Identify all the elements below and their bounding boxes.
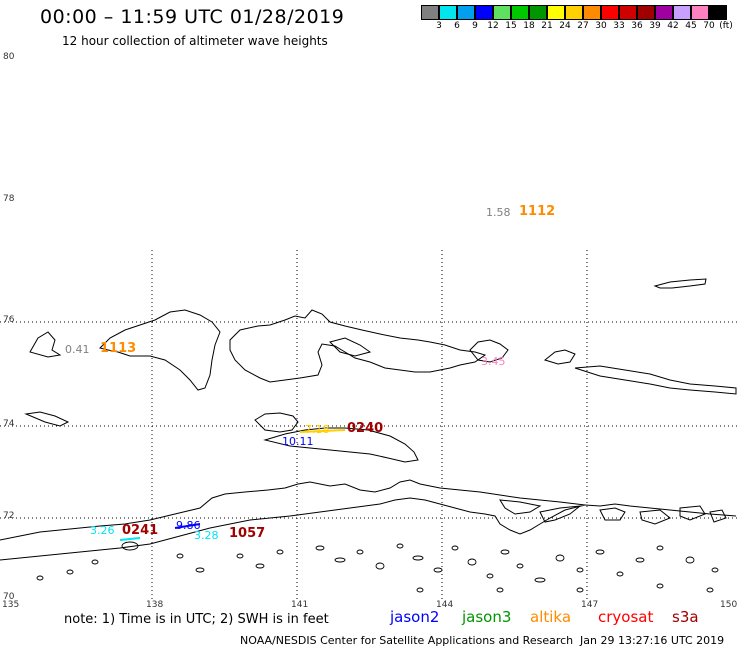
graticule	[0, 250, 740, 600]
scale-label: 15	[505, 21, 517, 31]
wave-height-label: 3.26	[90, 524, 115, 537]
lat-label: 72	[3, 511, 15, 521]
units-note: note: 1) Time is in UTC; 2) SWH is in fe…	[64, 612, 329, 627]
scale-swatch	[637, 5, 655, 20]
scale-swatch	[475, 5, 493, 20]
wave-height-label: 3.28	[194, 529, 219, 542]
scale-swatch	[565, 5, 583, 20]
legend-altika: altika	[530, 608, 572, 626]
coastline	[0, 278, 737, 561]
scale-label: 18	[523, 21, 535, 31]
altika-track	[299, 429, 346, 433]
wave-height-label: 3.45	[481, 355, 506, 368]
legend-jason3: jason3	[462, 608, 512, 626]
map-subtitle: 12 hour collection of altimeter wave hei…	[62, 34, 328, 48]
lon-label: 135	[2, 600, 20, 610]
scale-label: 12	[487, 21, 499, 31]
jason-track	[119, 537, 141, 541]
lon-label: 144	[436, 600, 454, 610]
scale-swatch	[439, 5, 457, 20]
scale-swatch	[493, 5, 511, 20]
pass-time-label: 1113	[100, 341, 137, 356]
scale-label: 33	[613, 21, 625, 31]
scale-swatch	[619, 5, 637, 20]
scale-swatch	[457, 5, 475, 20]
pass-time-label: 1112	[519, 204, 556, 219]
pass-time-label: 1057	[229, 526, 266, 541]
scale-label: 6	[454, 21, 460, 31]
wave-height-label: 1.58	[486, 206, 511, 219]
scale-label: 24	[559, 21, 571, 31]
lat-label: 80	[3, 52, 15, 62]
lon-label: 147	[581, 600, 599, 610]
wave-height-label: 10.11	[282, 435, 314, 448]
scale-swatch	[547, 5, 565, 20]
color-scale	[421, 5, 727, 20]
scale-swatch	[583, 5, 601, 20]
scale-swatch	[691, 5, 709, 20]
scale-swatch	[421, 5, 439, 20]
generated-timestamp: Jan 29 13:27:16 UTC 2019	[580, 634, 725, 647]
pass-time-label: 0241	[122, 523, 159, 538]
scale-label: 9	[472, 21, 478, 31]
map-title: 00:00 – 11:59 UTC 01/28/2019	[40, 6, 345, 28]
scale-label: 42	[667, 21, 679, 31]
jason2-track	[174, 523, 201, 529]
wave-height-label: 7.18	[305, 423, 330, 436]
wave-height-label: 9.86	[176, 519, 201, 532]
lon-label: 141	[291, 600, 309, 610]
lakes	[36, 541, 719, 593]
lon-label: 138	[146, 600, 164, 610]
scale-label: 27	[577, 21, 589, 31]
scale-unit: (ft)	[719, 21, 733, 31]
credit-text: NOAA/NESDIS Center for Satellite Applica…	[240, 634, 574, 647]
scale-swatch	[529, 5, 547, 20]
scale-label: 30	[595, 21, 607, 31]
scale-label: 45	[685, 21, 697, 31]
wave-height-label: 0.41	[65, 343, 90, 356]
scale-label: 70	[703, 21, 715, 31]
lat-label: 70	[3, 592, 15, 602]
satellite-tracks	[119, 429, 346, 541]
legend-s3a: s3a	[672, 608, 699, 626]
pass-time-label: 0240	[347, 421, 384, 436]
lon-label: 150	[720, 600, 738, 610]
scale-swatch	[673, 5, 691, 20]
scale-swatch	[709, 5, 727, 20]
scale-label: 39	[649, 21, 661, 31]
scale-swatch	[601, 5, 619, 20]
scale-label: 3	[436, 21, 442, 31]
lat-label: 74	[3, 419, 15, 429]
scale-label: 36	[631, 21, 643, 31]
scale-label: 21	[541, 21, 553, 31]
legend-jason2: jason2	[390, 608, 440, 626]
scale-swatch	[511, 5, 529, 20]
scale-swatch	[655, 5, 673, 20]
lat-label: 78	[3, 194, 15, 204]
legend-cryosat: cryosat	[598, 608, 654, 626]
lat-label: 76	[3, 315, 15, 325]
